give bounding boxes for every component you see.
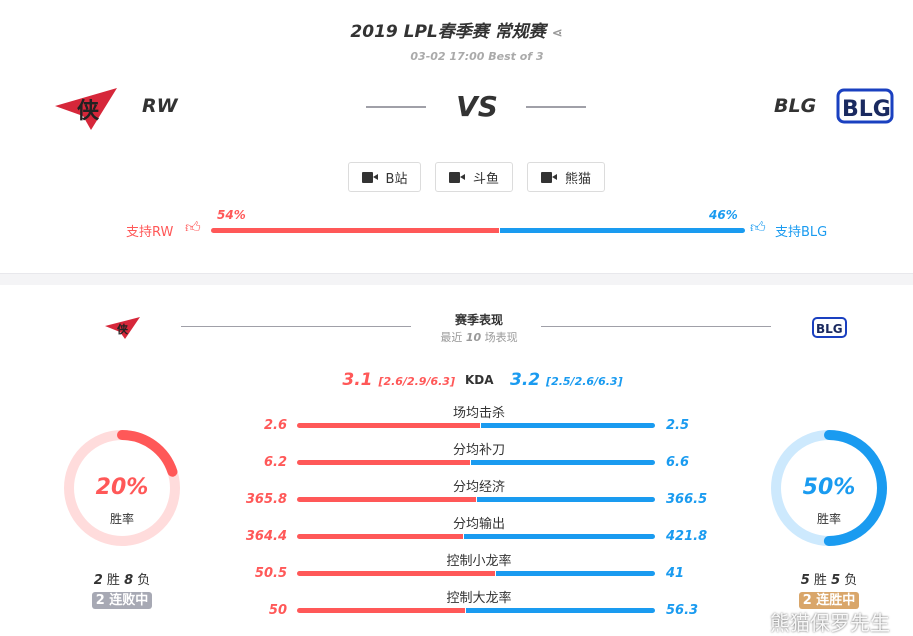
stat-right-value: 421.8 <box>666 529 708 544</box>
winrate-right-pct: 50% <box>802 475 856 500</box>
share-icon[interactable]: ⋖ <box>551 26 563 41</box>
stat-label: 分均经济 <box>452 480 505 495</box>
winrate-right-label: 胜率 <box>816 512 841 526</box>
support-left-pct: 54% <box>217 208 246 222</box>
vs-label: VS <box>456 90 498 123</box>
svg-text:侠: 侠 <box>77 98 100 124</box>
stat-label: 控制小龙率 <box>446 554 512 569</box>
team-right-name: BLG <box>774 95 817 117</box>
streak-badge-left: 2 连败中 <box>91 592 153 609</box>
streak-right-wrap: 2 连胜中 <box>769 589 889 609</box>
stream-button-panda[interactable]: 熊猫 <box>527 162 605 192</box>
support-left-button[interactable]: 支持RW <box>126 225 174 240</box>
divider <box>366 106 426 108</box>
stat-bar-left <box>297 423 480 428</box>
performance-subtitle: 最近 10 场表现 <box>440 331 518 344</box>
kda-right: 3.2 [2.5/2.6/6.3] <box>510 370 623 390</box>
thumbs-up-icon[interactable]: 👍︎ <box>185 218 201 236</box>
stat-label: 场均击杀 <box>452 406 505 421</box>
stream-button-douyu[interactable]: 斗鱼 <box>435 162 513 192</box>
stat-bar-left <box>297 608 466 613</box>
thumbs-up-icon[interactable]: 👍︎ <box>750 218 766 236</box>
divider <box>526 106 586 108</box>
stat-left-value: 6.2 <box>263 455 287 470</box>
streak-badge-right: 2 连胜中 <box>798 592 860 609</box>
stat-label: 分均补刀 <box>452 443 505 458</box>
donut-arc <box>64 430 180 546</box>
stat-left-value: 364.4 <box>245 529 287 544</box>
stream-label: B站 <box>385 171 408 187</box>
team-left-name: RW <box>142 95 178 117</box>
support-bar-right <box>500 228 745 233</box>
stat-label: 分均输出 <box>452 517 505 532</box>
stat-right-value: 2.5 <box>666 418 690 433</box>
winrate-donut-left <box>64 430 180 546</box>
stat-right-value: 6.6 <box>666 455 690 470</box>
title-text: 2019 LPL春季赛 常规赛 <box>350 22 546 42</box>
stat-bar-left <box>297 497 476 502</box>
blg-logo: BLG <box>836 88 894 124</box>
stat-bar-right <box>463 534 655 539</box>
rw-logo: 侠 <box>55 88 117 130</box>
stream-label: 熊猫 <box>564 171 591 187</box>
video-camera-icon <box>540 171 557 183</box>
support-right-pct: 46% <box>709 208 738 222</box>
record-right: 5 胜 5 负 <box>800 573 858 588</box>
divider <box>541 326 771 327</box>
stat-left-value: 50.5 <box>254 566 287 581</box>
blg-logo-small: BLG <box>812 317 847 338</box>
stat-bar-right <box>480 423 655 428</box>
stat-right-value: 366.5 <box>666 492 708 507</box>
stat-right-value: 41 <box>666 566 685 581</box>
winrate-left-label: 胜率 <box>109 512 134 526</box>
record-left: 2 胜 8 负 <box>93 573 151 588</box>
stat-left-value: 50 <box>268 603 287 618</box>
stat-bar-right <box>495 571 655 576</box>
video-camera-icon <box>448 171 465 183</box>
match-subtitle: 03-02 17:00 Best of 3 <box>410 50 544 63</box>
kda-left: 3.1 [2.6/2.9/6.3] <box>342 370 455 390</box>
donut-arc <box>771 430 887 546</box>
rw-logo-small: 侠 <box>105 317 140 339</box>
support-bar-left <box>211 228 500 233</box>
svg-text:侠: 侠 <box>117 322 129 336</box>
video-camera-icon <box>361 171 378 183</box>
stat-bar-left <box>297 534 463 539</box>
winrate-donut-right <box>771 430 887 546</box>
stat-bar-left <box>297 460 471 465</box>
winrate-left-pct: 20% <box>95 475 149 500</box>
stat-bar-right <box>466 608 655 613</box>
performance-title: 赛季表现 <box>454 313 503 327</box>
watermark: 熊猫保罗先生 <box>770 611 890 635</box>
stat-right-value: 56.3 <box>666 603 699 618</box>
kda-label: KDA <box>465 373 494 387</box>
svg-text:BLG: BLG <box>816 322 843 336</box>
support-right-button[interactable]: 支持BLG <box>775 225 828 240</box>
stat-label: 控制大龙率 <box>446 591 512 606</box>
stat-bar-left <box>297 571 495 576</box>
stream-label: 斗鱼 <box>472 171 499 187</box>
divider <box>181 326 411 327</box>
stat-bar-right <box>471 460 655 465</box>
match-title: 2019 LPL春季赛 常规赛 ⋖ <box>0 17 913 42</box>
stream-button-bilibili[interactable]: B站 <box>348 162 421 192</box>
stat-left-value: 2.6 <box>263 418 287 433</box>
stat-bar-right <box>476 497 655 502</box>
svg-text:BLG: BLG <box>842 97 891 122</box>
stat-left-value: 365.8 <box>245 492 287 507</box>
streak-left-wrap: 2 连败中 <box>62 589 182 609</box>
section-divider <box>0 273 913 285</box>
